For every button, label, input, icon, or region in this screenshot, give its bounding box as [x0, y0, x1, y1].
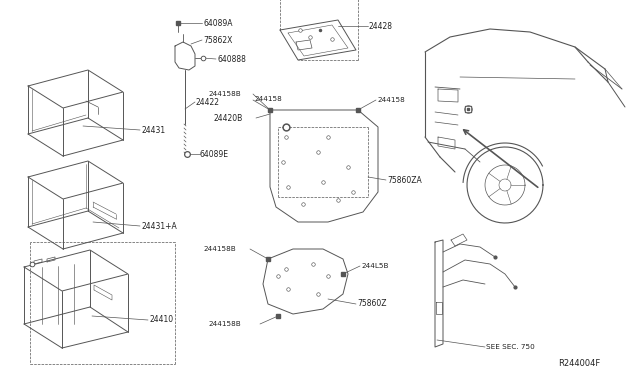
Text: 640888: 640888	[217, 55, 246, 64]
Text: R244004F: R244004F	[557, 359, 600, 369]
Text: 75862X: 75862X	[203, 35, 232, 45]
Text: 244158B: 244158B	[208, 321, 241, 327]
Text: 75860ZA: 75860ZA	[387, 176, 422, 185]
Text: 244158: 244158	[254, 96, 282, 102]
Text: 75860Z: 75860Z	[357, 299, 387, 308]
Text: 24431: 24431	[141, 125, 165, 135]
Text: 24431+A: 24431+A	[141, 221, 177, 231]
Text: 24428: 24428	[369, 22, 393, 31]
Text: 244158B: 244158B	[203, 246, 236, 252]
Text: 244158: 244158	[377, 97, 404, 103]
Text: 24422: 24422	[196, 97, 220, 106]
Text: 244158B: 244158B	[208, 91, 241, 97]
Text: 244L5B: 244L5B	[361, 263, 388, 269]
Text: 24420B: 24420B	[213, 113, 243, 122]
Text: 24410: 24410	[149, 315, 173, 324]
Text: SEE SEC. 750: SEE SEC. 750	[486, 344, 535, 350]
Text: 64089A: 64089A	[203, 19, 232, 28]
Text: 64089E: 64089E	[200, 150, 229, 158]
